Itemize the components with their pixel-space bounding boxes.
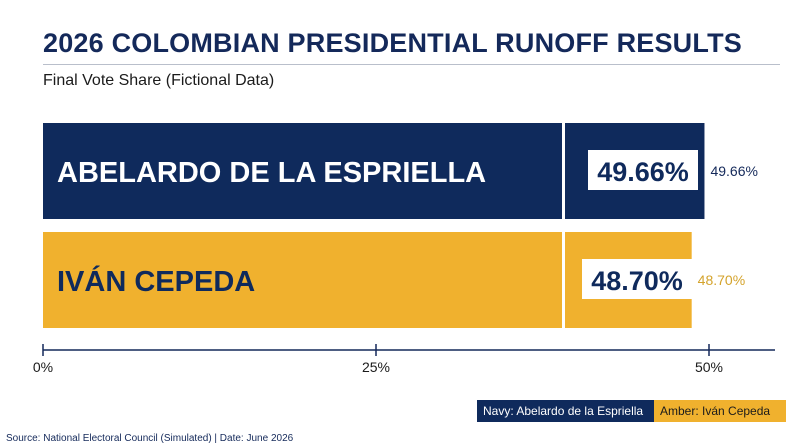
value-box-1 [588,150,698,190]
legend-entry-amber: Amber: Iván Cepeda [654,400,786,422]
x-tick-label-50: 50% [695,359,723,375]
x-tick-label-0: 0% [33,359,53,375]
value-box-2 [582,259,692,299]
bar-category-label-2: IVÁN CEPEDA [57,264,255,298]
bar-category-label-1: ABELARDO DE LA ESPRIELLA [57,157,486,189]
bar-divider-1 [562,123,565,219]
legend-entry-navy: Navy: Abelardo de la Espriella [477,400,655,422]
outside-value-label-1: 49.66% [710,163,757,179]
source-note: Source: National Electoral Council (Simu… [6,433,294,444]
value-label-2: 48.70% [591,266,683,296]
outside-value-label-2: 48.70% [698,272,745,288]
x-tick-label-25: 25% [362,359,390,375]
chart-subtitle: Final Vote Share (Fictional Data) [43,72,275,89]
bar-divider-2 [562,232,565,328]
bar-chart: ABELARDO DE LA ESPRIELLA 49.66% 49.66% IVÁN… [33,123,775,375]
chart-title: 2026 COLOMBIAN PRESIDENTIAL RUNOFF RESUL… [43,28,742,58]
value-label-1: 49.66% [597,157,689,187]
title-divider [43,64,780,65]
